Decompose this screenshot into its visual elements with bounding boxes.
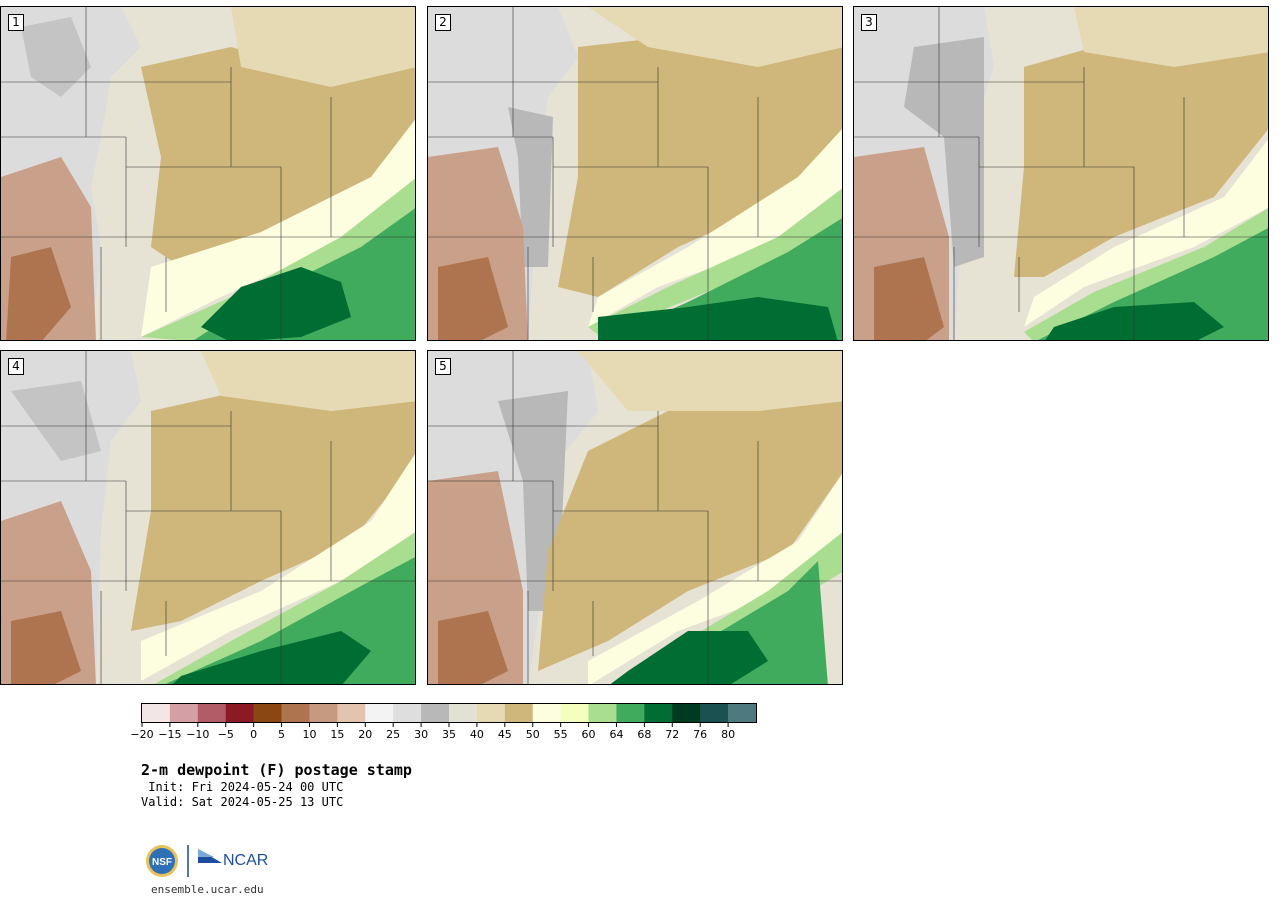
colorbar-tick-label: 76 — [693, 728, 708, 741]
figure-title: 2-m dewpoint (F) postage stamp — [141, 761, 412, 779]
colorbar-swatch — [169, 704, 199, 722]
colorbar-swatch — [281, 704, 310, 722]
map-panel-5: 5 — [427, 350, 843, 685]
colorbar-tick-label: −20 — [130, 728, 154, 741]
init-time: Init: Fri 2024-05-24 00 UTC — [141, 780, 344, 794]
map-panel-3: 3 — [853, 6, 1269, 341]
website-url: ensemble.ucar.edu — [151, 883, 264, 896]
panel-number: 4 — [8, 358, 24, 375]
colorbar-swatch — [142, 704, 171, 722]
colorbar-tick-label: 5 — [278, 728, 286, 741]
colorbar-swatch — [449, 704, 478, 722]
dewpoint-map-3 — [854, 7, 1268, 340]
dewpoint-map-4 — [1, 351, 415, 684]
colorbar-tick-label: 40 — [469, 728, 484, 741]
colorbar-swatch — [365, 704, 394, 722]
colorbar-tick-label: 64 — [609, 728, 624, 741]
colorbar-tick-label: −15 — [158, 728, 182, 741]
colorbar-tick-label: 55 — [553, 728, 568, 741]
colorbar-tick-label: 20 — [358, 728, 373, 741]
colorbar-swatch — [616, 704, 645, 722]
dewpoint-map-2 — [428, 7, 842, 340]
colorbar-swatch — [728, 704, 757, 722]
colorbar-tick-label: 25 — [386, 728, 401, 741]
panel-number: 5 — [435, 358, 451, 375]
colorbar-swatch — [672, 704, 701, 722]
colorbar-swatch — [504, 704, 534, 722]
svg-text:NCAR: NCAR — [223, 852, 268, 869]
colorbar-swatch — [421, 704, 450, 722]
nsf-ncar-logos: NSF NCAR — [146, 845, 268, 877]
colorbar-swatch — [476, 704, 506, 722]
colorbar-swatch — [197, 704, 227, 722]
map-panel-1: 1 — [0, 6, 416, 341]
colorbar-tick-label: 30 — [414, 728, 429, 741]
colorbar-tick-label: 45 — [497, 728, 512, 741]
colorbar-tick-label: 0 — [250, 728, 258, 741]
ncar-logo-icon: NCAR — [198, 849, 268, 869]
map-panel-4: 4 — [0, 350, 416, 685]
colorbar-tick-label: 80 — [721, 728, 736, 741]
colorbar-swatch — [700, 704, 729, 722]
colorbar-swatch — [532, 704, 561, 722]
colorbar-swatch — [253, 704, 282, 722]
svg-text:NSF: NSF — [152, 857, 172, 868]
colorbar-tick-label: −10 — [186, 728, 210, 741]
colorbar-swatch — [225, 704, 254, 722]
colorbar-tick-label: 60 — [581, 728, 596, 741]
colorbar-tick-label: 35 — [442, 728, 456, 741]
map-panel-2: 2 — [427, 6, 843, 341]
valid-time: Valid: Sat 2024-05-25 13 UTC — [141, 795, 344, 809]
dewpoint-map-1 — [1, 7, 415, 340]
colorbar-swatch — [337, 704, 366, 722]
dewpoint-colorbar — [141, 703, 757, 727]
panel-number: 3 — [861, 14, 877, 31]
colorbar-swatch — [588, 704, 617, 722]
colorbar-tick-label: −5 — [217, 728, 234, 741]
colorbar-tick-label: 50 — [525, 728, 540, 741]
colorbar-swatch — [393, 704, 422, 722]
nsf-logo-icon: NSF — [146, 845, 178, 877]
colorbar-swatch — [644, 704, 673, 722]
panel-number: 2 — [435, 14, 451, 31]
dewpoint-map-5 — [428, 351, 842, 684]
colorbar-tick-label: 68 — [637, 728, 652, 741]
colorbar-tick-label: 10 — [302, 728, 317, 741]
colorbar-tick-label: 15 — [330, 728, 345, 741]
colorbar-swatch — [309, 704, 338, 722]
colorbar-swatch — [560, 704, 589, 722]
panel-number: 1 — [8, 14, 24, 31]
colorbar-tick-label: 72 — [665, 728, 680, 741]
